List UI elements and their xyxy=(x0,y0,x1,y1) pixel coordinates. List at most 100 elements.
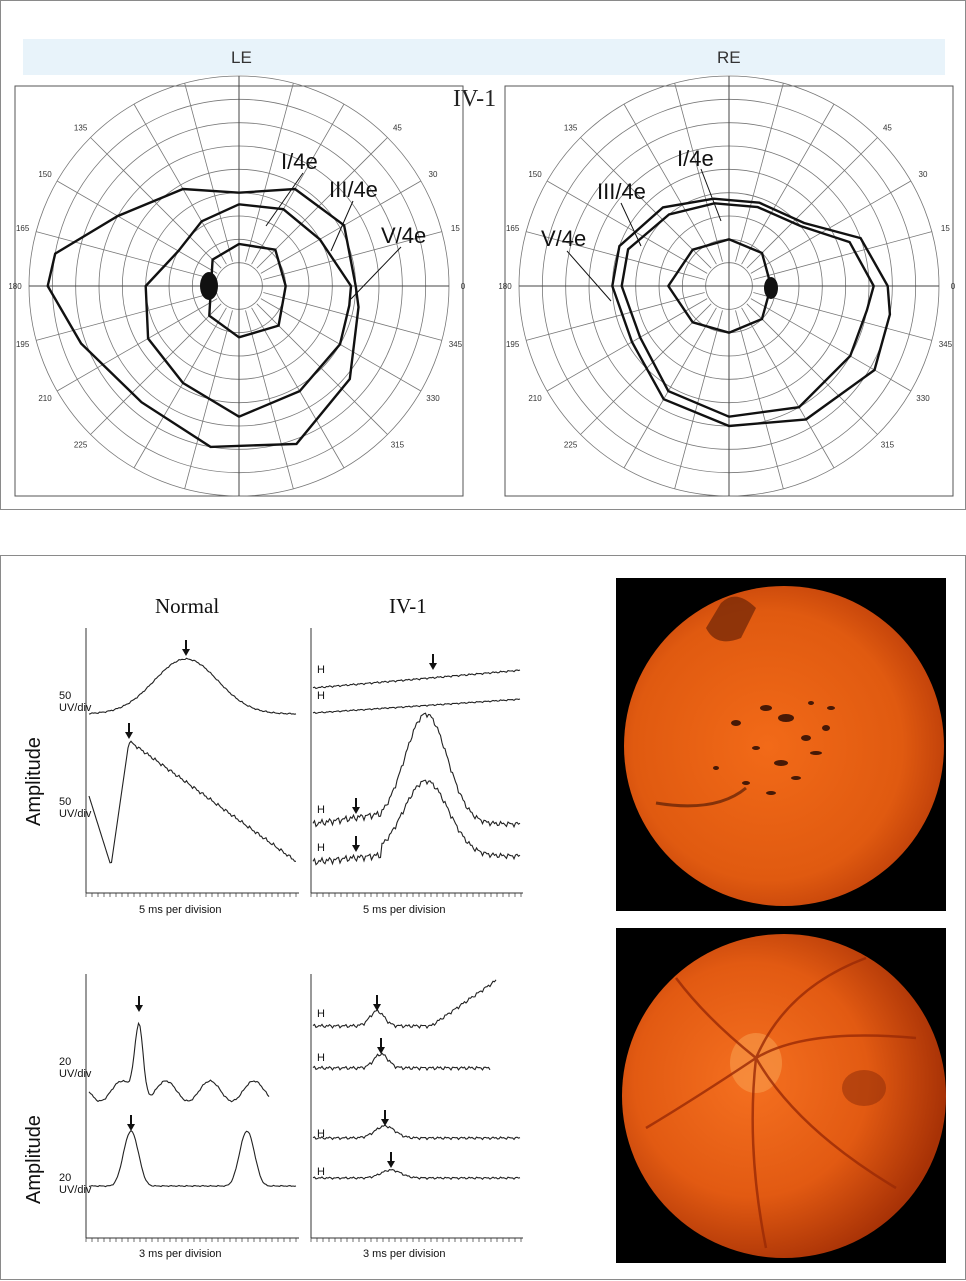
scale-label-50-top: 50 UV/div xyxy=(59,690,92,714)
patient-flicker-trace-1 xyxy=(312,1124,521,1141)
fundus-normal-image xyxy=(622,934,946,1258)
right-meridian xyxy=(623,307,717,469)
right-meridian xyxy=(741,103,835,265)
right-meridian xyxy=(750,298,912,392)
patient-flicker-arrow-1-head xyxy=(381,1119,389,1126)
scale-label-20-bottom: 20 UV/div xyxy=(59,1172,92,1196)
normal-b-wave-arrow-head xyxy=(125,732,133,739)
left-meridian-label: 195 xyxy=(16,340,30,349)
header-band xyxy=(23,39,945,75)
right-meridian-label: 165 xyxy=(506,224,520,233)
left-isopter-label-v4e: V/4e xyxy=(381,223,427,248)
right-isopter-iii4e xyxy=(620,202,875,418)
left-meridian-label: 225 xyxy=(74,440,88,449)
right-meridian-label: 195 xyxy=(506,340,520,349)
right-blind-spot xyxy=(764,277,778,299)
right-eye-perimetry-chart: 135 45 150 30 165 15 180 0 195 345 210 330 225 315 xyxy=(498,75,956,497)
normal-flicker-arrow-head xyxy=(127,1124,135,1131)
patient-flicker-trace-2 xyxy=(312,1168,521,1180)
left-meridian xyxy=(245,83,294,262)
left-isopter-iii4e xyxy=(144,203,353,419)
normal-flicker-response xyxy=(88,1129,297,1188)
patient-rod-trace-1 xyxy=(312,669,521,690)
patient-oscillatory-arrow-1-head xyxy=(373,1004,381,1011)
left-meridian xyxy=(263,231,442,280)
left-isopter-label-i4e: I/4e xyxy=(281,149,318,174)
left-eye-perimetry-chart: 135 45 150 30 165 15 180 0 195 345 210 330 225 315 xyxy=(8,75,466,497)
left-meridian-label: 45 xyxy=(393,124,402,133)
right-isopter-leader xyxy=(620,202,642,247)
patient-oscillatory-arrow-2-head xyxy=(377,1047,385,1054)
patient-mixed-arrow-2-head xyxy=(352,845,360,852)
left-meridian xyxy=(263,292,442,341)
column-header-patient: IV-1 xyxy=(389,594,427,618)
right-isopter-leader xyxy=(700,168,722,222)
trace-label-h-6: H xyxy=(317,1052,325,1064)
visual-field-panel: LE RE IV-1 135 45 150 30 165 15 180 0 195 345 210 3… xyxy=(0,0,966,510)
left-meridian xyxy=(251,103,345,265)
fundus-photo-patient xyxy=(616,578,946,911)
normal-rod-peak-arrow-head xyxy=(182,649,190,656)
trace-label-h-4: H xyxy=(317,842,325,854)
right-meridian-label: 180 xyxy=(498,282,512,291)
trace-label-h-5: H xyxy=(317,1008,325,1020)
left-meridian xyxy=(90,137,222,269)
right-meridian-label: 330 xyxy=(916,394,930,403)
right-meridian xyxy=(750,180,912,274)
patient-mixed-arrow-1-head xyxy=(352,807,360,814)
trace-label-h-3: H xyxy=(317,804,325,816)
normal-mixed-response xyxy=(88,740,297,864)
right-meridian xyxy=(746,137,878,269)
right-isopter-label-v4e: V/4e xyxy=(541,226,587,251)
left-meridian-label: 345 xyxy=(449,340,463,349)
right-meridian xyxy=(674,310,723,489)
timebase-patient-lower: 3 ms per division xyxy=(363,1248,446,1260)
left-isopter-v4e xyxy=(46,187,360,449)
left-meridian xyxy=(184,83,233,262)
left-meridian xyxy=(256,137,388,269)
left-meridian-label: 150 xyxy=(38,170,52,179)
left-meridian-label: 210 xyxy=(38,394,52,403)
left-meridian xyxy=(36,292,215,341)
left-blind-spot xyxy=(200,272,218,300)
left-meridian-label: 180 xyxy=(8,282,22,291)
patient-flicker-arrow-2-head xyxy=(387,1161,395,1168)
patient-oscillatory-trace-2 xyxy=(312,1052,491,1072)
normal-rod-response xyxy=(88,657,297,715)
left-meridian-label: 135 xyxy=(74,124,88,133)
right-meridian xyxy=(746,303,878,435)
right-meridian xyxy=(753,292,932,341)
left-isopter-label-iii4e: III/4e xyxy=(329,177,378,202)
trace-label-h-7: H xyxy=(317,1128,325,1140)
left-isopter-leader xyxy=(350,246,402,300)
left-meridian xyxy=(36,231,215,280)
left-meridian-label: 165 xyxy=(16,224,30,233)
left-isopter-leader xyxy=(330,200,354,252)
left-meridian xyxy=(56,298,218,392)
left-meridian-label: 330 xyxy=(426,394,440,403)
patient-mixed-trace-2 xyxy=(312,779,521,866)
normal-oscillatory-arrow-head xyxy=(135,1005,143,1012)
left-meridian xyxy=(251,307,345,469)
right-isopter-v4e xyxy=(611,197,892,428)
trace-label-h-2: H xyxy=(317,690,325,702)
left-meridian xyxy=(133,307,227,469)
left-meridian-label: 15 xyxy=(451,224,460,233)
right-eye-label: RE xyxy=(717,48,741,67)
left-meridian xyxy=(245,310,294,489)
patient-oscillatory-trace-1 xyxy=(312,979,497,1030)
right-isopter-i4e xyxy=(666,238,773,334)
scale-label-20-top: 20 UV/div xyxy=(59,1056,92,1080)
right-meridian xyxy=(580,137,712,269)
column-header-normal: Normal xyxy=(155,594,220,618)
right-meridian xyxy=(735,310,784,489)
left-isopter-leader xyxy=(265,172,304,227)
subject-title: IV-1 xyxy=(453,86,497,112)
left-meridian xyxy=(90,303,222,435)
right-meridian-label: 210 xyxy=(528,394,542,403)
timebase-patient-upper: 5 ms per division xyxy=(363,904,446,916)
right-isopter-label-iii4e: III/4e xyxy=(597,179,646,204)
left-meridian xyxy=(260,180,422,274)
right-meridian-label: 0 xyxy=(951,282,956,291)
right-meridian-label: 225 xyxy=(564,440,578,449)
